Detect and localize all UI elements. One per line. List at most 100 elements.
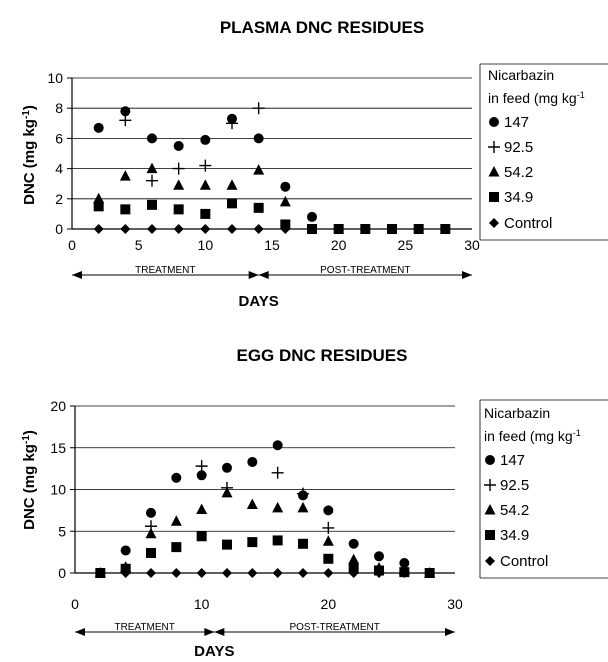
data-point <box>247 456 258 467</box>
data-point <box>222 462 232 473</box>
post-treatment-label: POST-TREATMENT <box>289 622 379 633</box>
legend-marker <box>489 117 499 127</box>
data-point <box>147 199 157 210</box>
series-control <box>95 568 435 578</box>
treatment-label: TREATMENT <box>135 265 195 276</box>
data-point <box>93 192 105 204</box>
y-axis-label-sup: -1 <box>21 435 32 444</box>
x-tick-label: 0 <box>68 237 76 253</box>
data-point <box>253 224 264 234</box>
phase-arrow-treatment-end <box>204 628 215 636</box>
data-point <box>222 539 232 550</box>
data-point <box>348 568 359 578</box>
data-point <box>145 527 157 539</box>
legend-item-label: 92.5 <box>504 139 533 156</box>
data-point <box>252 102 265 115</box>
x-axis-label: DAYS <box>194 643 234 660</box>
data-point <box>173 224 184 234</box>
data-point <box>272 535 283 546</box>
data-point <box>227 224 237 234</box>
legend-item-label: 54.2 <box>504 164 533 181</box>
phase-arrow-post-start <box>214 628 225 636</box>
series-92-5 <box>119 102 265 187</box>
data-point <box>146 547 156 558</box>
data-point <box>298 538 308 549</box>
phase-arrow-left <box>75 628 85 636</box>
legend-marker <box>485 556 495 566</box>
legend-subtitle-main: in feed (mg kg <box>484 428 573 444</box>
data-point <box>173 179 185 190</box>
post-treatment-label: POST-TREATMENT <box>320 265 410 276</box>
data-point <box>247 568 258 578</box>
x-tick-label: 15 <box>264 237 280 253</box>
data-point <box>323 553 334 564</box>
x-tick-label: 10 <box>194 596 210 612</box>
legend-title: Nicarbazin <box>488 67 554 83</box>
data-point <box>147 133 157 144</box>
data-point <box>271 466 284 479</box>
x-tick-label: 10 <box>198 237 214 253</box>
data-point <box>227 198 237 209</box>
series-control <box>93 224 451 234</box>
data-point <box>323 505 334 516</box>
data-point <box>272 501 284 513</box>
data-point <box>280 224 291 234</box>
y-tick-label: 4 <box>55 161 63 177</box>
phase-arrow-left <box>72 271 82 279</box>
y-tick-label: 0 <box>58 565 66 581</box>
legend-subtitle: in feed (mg kg-1 <box>484 428 581 444</box>
data-point <box>170 515 182 526</box>
y-axis-label-end: ) <box>21 105 38 110</box>
y-axis-label: DNC (mg kg-1) <box>21 430 39 530</box>
data-point <box>440 224 451 234</box>
y-tick-label: 6 <box>55 130 63 146</box>
data-point <box>297 501 309 513</box>
legend-item-label: 34.9 <box>504 189 533 206</box>
data-point <box>171 542 182 553</box>
data-point <box>146 568 156 578</box>
data-point <box>120 545 131 556</box>
data-point <box>120 204 131 215</box>
data-point <box>222 568 232 578</box>
legend-item-label: Control <box>500 553 548 570</box>
phase-arrow-post-start <box>258 271 269 279</box>
data-point <box>272 440 283 451</box>
data-point <box>253 164 265 175</box>
legend-subtitle-main: in feed (mg kg <box>488 90 577 106</box>
data-point <box>360 224 371 234</box>
data-point <box>247 537 258 548</box>
data-point <box>221 486 233 498</box>
data-point <box>279 195 291 207</box>
y-tick-label: 15 <box>50 440 66 456</box>
series-54-2 <box>93 162 291 207</box>
data-point <box>93 201 104 212</box>
data-point <box>424 568 435 578</box>
chart-title: EGG DNC RESIDUES <box>237 346 408 365</box>
y-axis-label-main: DNC (mg kg <box>21 444 38 530</box>
y-axis-label-main: DNC (mg kg <box>21 119 38 205</box>
series-34-9 <box>95 531 435 578</box>
data-point <box>413 224 424 234</box>
series-147 <box>93 106 451 234</box>
legend-subtitle: in feed (mg kg-1 <box>488 90 585 106</box>
data-point <box>199 159 212 172</box>
y-tick-label: 20 <box>50 398 66 414</box>
y-tick-label: 10 <box>50 482 66 498</box>
data-point <box>146 174 158 187</box>
data-point <box>171 568 182 578</box>
legend-item-label: Control <box>504 215 552 232</box>
legend-item-label: 34.9 <box>500 527 529 544</box>
data-point <box>253 202 264 213</box>
data-point <box>333 224 344 234</box>
legend-title: Nicarbazin <box>484 405 550 421</box>
phase-arrow-treatment-end <box>248 271 259 279</box>
data-point <box>119 114 132 127</box>
data-point <box>172 162 185 175</box>
phase-arrow-right <box>462 271 472 279</box>
x-axis-label: DAYS <box>239 293 279 310</box>
data-point <box>374 568 384 578</box>
data-point <box>374 551 384 562</box>
y-axis-label-sup: -1 <box>21 110 32 119</box>
x-tick-label: 20 <box>331 237 347 253</box>
